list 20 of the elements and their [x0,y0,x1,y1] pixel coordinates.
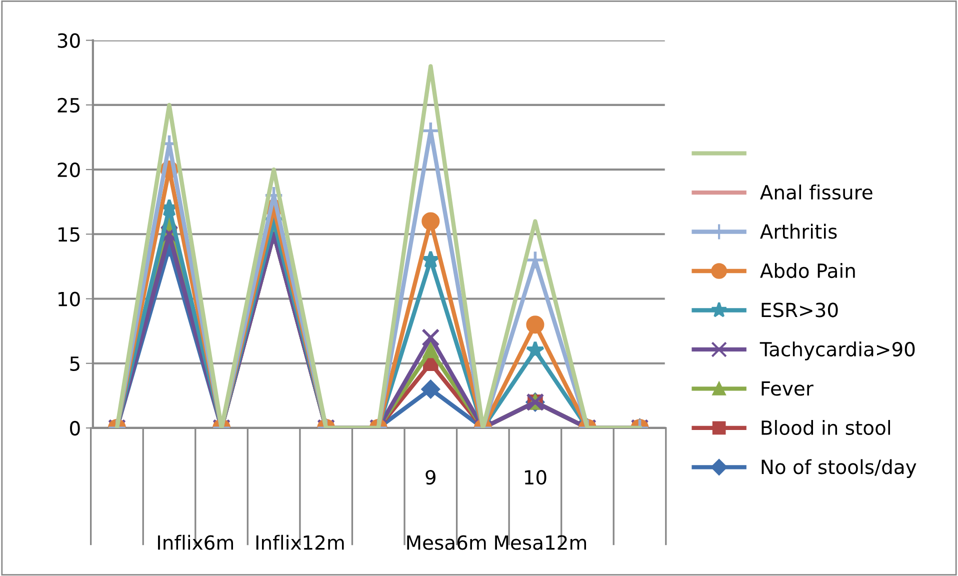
legend-label: Tachycardia>90 [760,342,915,360]
text: Mesa12m [495,535,586,550]
text: Inflix12m [256,534,344,550]
legend-label: Fever [762,381,814,396]
y-tick-label: 10 [58,292,80,306]
y-tick-label: 20 [58,162,80,178]
y-tick-label: 15 [58,227,80,242]
y-tick-label: 5 [70,356,80,372]
legend-label: Anal fissure [760,184,872,200]
legend-label: No of stools/day [762,459,916,478]
y-tick-label: 0 [70,420,80,436]
legend-label: ESR>30 [762,302,838,318]
text: Inflix6m [158,534,234,550]
legend-label: Blood in stool [762,420,890,436]
y-tick-label: 30 [58,33,80,48]
y-tick-label: 25 [58,98,80,113]
text: Mesa6m [407,535,486,550]
legend-label: Abdo Pain [760,263,855,278]
x-tick-label: 9 [426,470,436,485]
legend-label: Arthritis [760,224,837,239]
